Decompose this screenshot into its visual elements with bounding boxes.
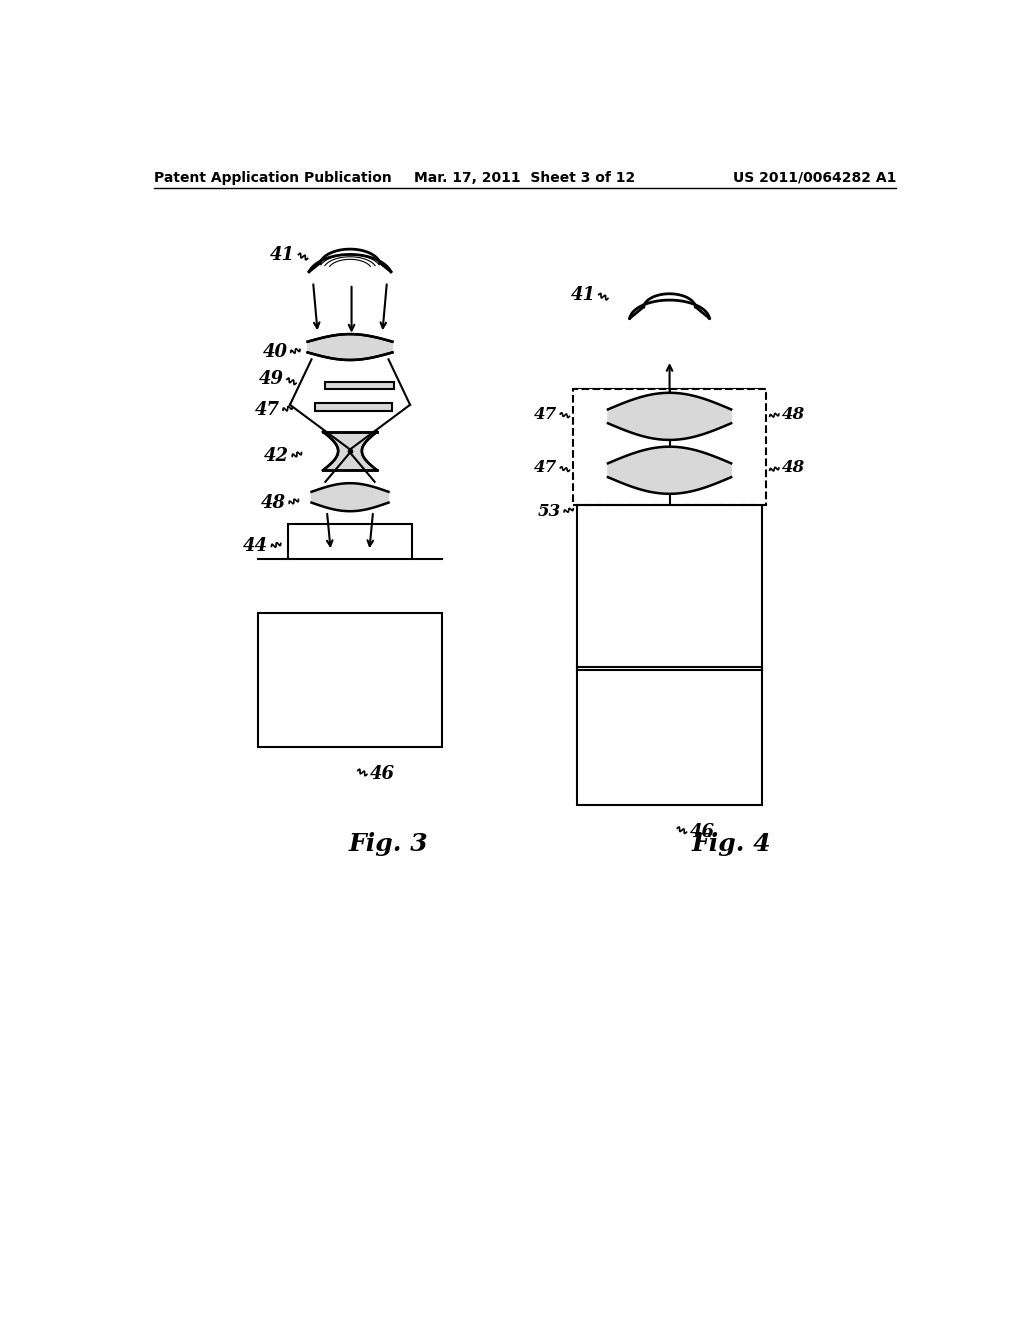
Polygon shape [307,334,392,360]
Text: 53: 53 [538,503,561,520]
Text: 42: 42 [264,447,289,466]
Text: Mar. 17, 2011  Sheet 3 of 12: Mar. 17, 2011 Sheet 3 of 12 [414,170,636,185]
Text: Fig. 4: Fig. 4 [691,832,771,855]
Polygon shape [311,483,388,511]
Bar [289,524,412,558]
Text: Fig. 3: Fig. 3 [349,832,428,855]
Bar [325,381,394,389]
Text: Patent Application Publication: Patent Application Publication [154,170,391,185]
Text: 49: 49 [259,371,284,388]
Polygon shape [608,393,731,440]
Text: 47: 47 [255,401,280,420]
Text: 46: 46 [370,766,395,783]
Text: 48: 48 [261,495,286,512]
Text: 47: 47 [534,459,557,477]
Bar [604,491,735,499]
Polygon shape [608,446,731,494]
Text: 48: 48 [782,459,805,477]
Text: 46: 46 [689,824,715,841]
Bar [578,671,762,805]
Text: 44: 44 [244,537,268,556]
Bar [604,442,735,449]
Text: 40: 40 [262,343,288,362]
Bar [315,404,392,411]
Text: US 2011/0064282 A1: US 2011/0064282 A1 [732,170,896,185]
Polygon shape [323,432,377,470]
Bar [573,389,766,506]
Text: 47: 47 [534,405,557,422]
Text: 41: 41 [570,285,596,304]
Bar [258,612,442,747]
Text: 48: 48 [782,405,805,422]
Text: 41: 41 [270,246,295,264]
